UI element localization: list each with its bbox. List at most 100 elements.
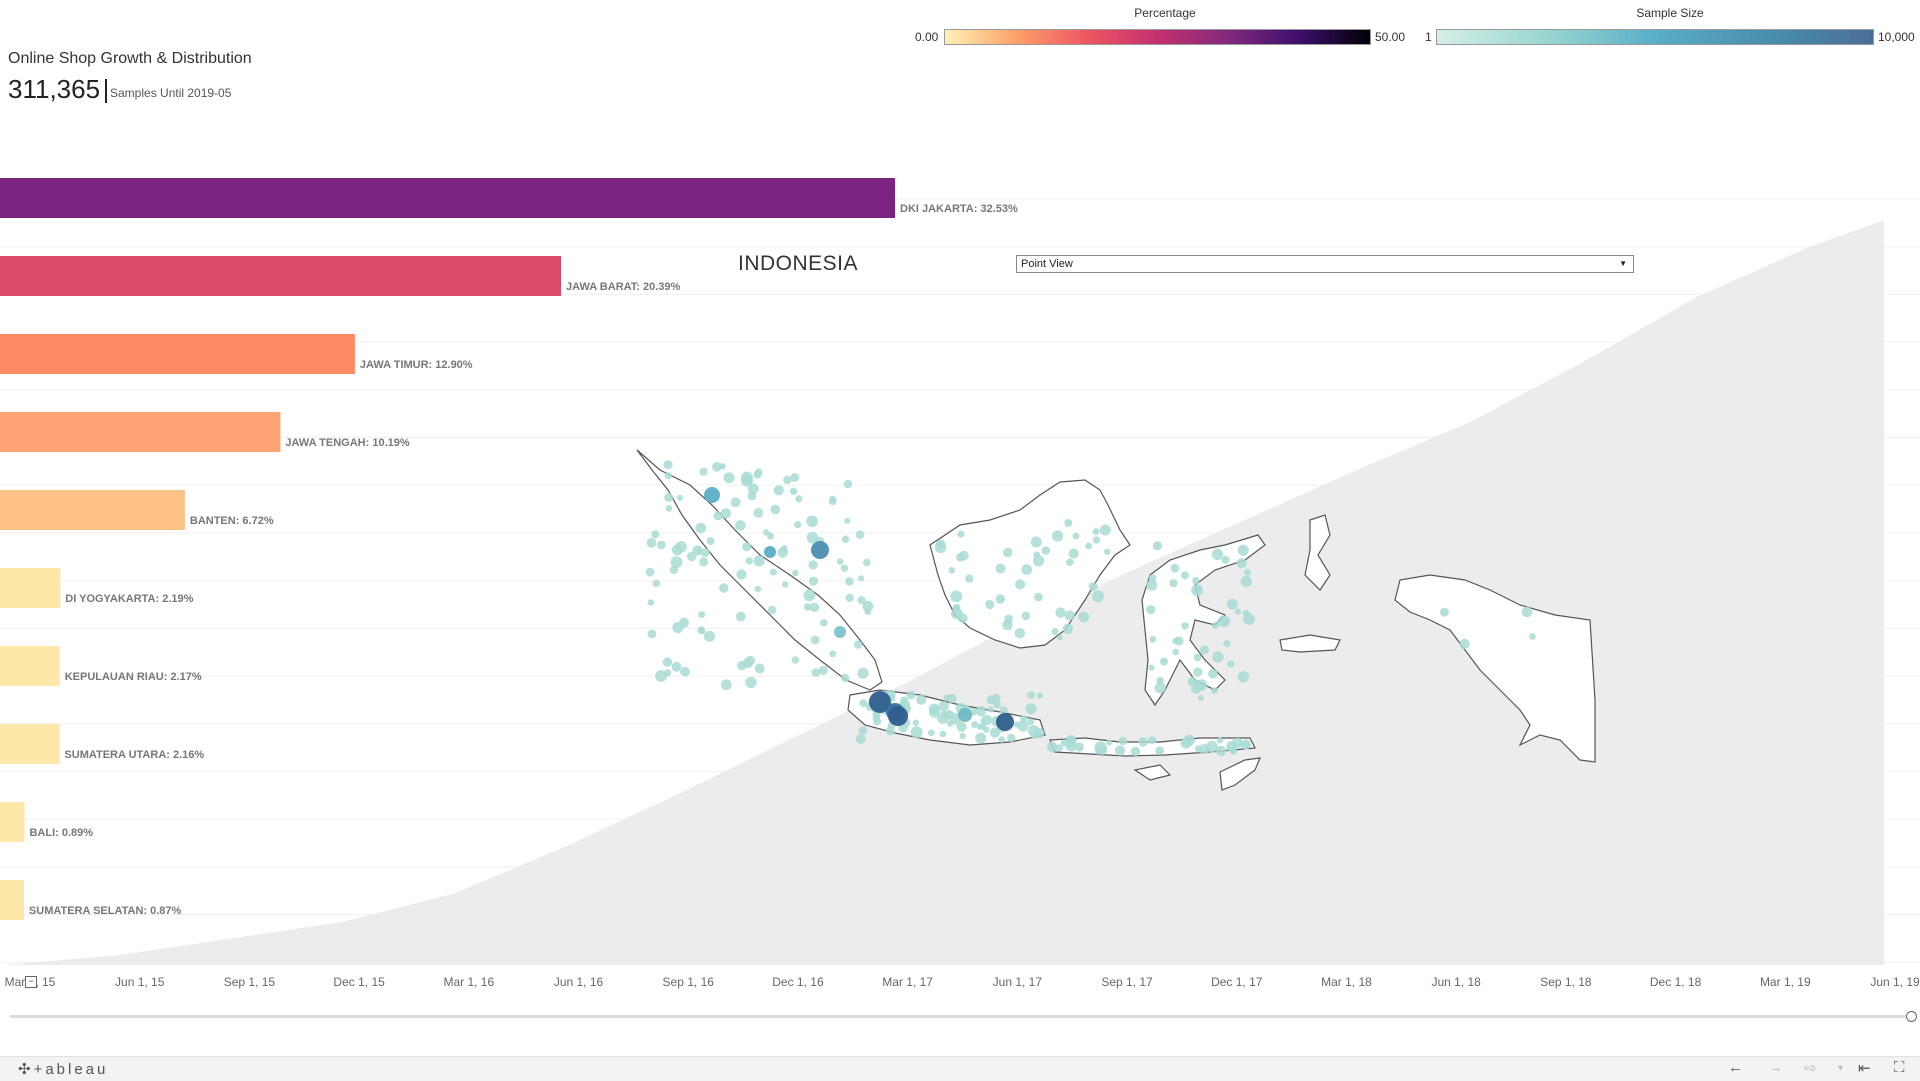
sample-point-large	[834, 626, 846, 638]
sample-point	[844, 517, 851, 524]
sample-point	[1072, 532, 1080, 540]
sample-point	[703, 630, 716, 642]
sample-point	[783, 475, 792, 485]
undo-icon[interactable]: ←	[1728, 1059, 1743, 1076]
sample-point	[820, 619, 828, 627]
sample-point	[697, 626, 706, 635]
sample-point	[975, 732, 987, 744]
sample-point	[780, 545, 788, 552]
view-select-value: Point View	[1021, 258, 1073, 270]
sample-point	[1027, 691, 1035, 699]
sample-point	[836, 558, 844, 565]
sample-point	[900, 699, 908, 706]
x-tick-label: Jun 1, 16	[554, 975, 604, 989]
sample-point	[664, 472, 672, 480]
sample-point	[951, 607, 963, 620]
sample-point	[1521, 606, 1533, 618]
sample-point	[791, 656, 799, 664]
sample-point	[806, 515, 819, 528]
sample-point	[863, 558, 871, 567]
sample-point	[1025, 703, 1037, 715]
sample-point	[1118, 736, 1128, 746]
sample-point	[855, 530, 865, 539]
sample-point	[995, 563, 1006, 574]
island-outline	[636, 449, 883, 691]
sample-point	[843, 479, 853, 489]
sample-point	[1212, 651, 1224, 663]
sample-point	[1021, 611, 1031, 621]
sample-point	[976, 723, 983, 730]
sample-point	[747, 483, 759, 495]
sample-point	[943, 694, 951, 702]
sample-point	[1027, 718, 1035, 726]
sample-point	[845, 577, 854, 586]
sample-point	[735, 520, 746, 531]
sample-point	[1051, 530, 1064, 542]
sample-point	[873, 717, 882, 726]
x-tick-label: Dec 1, 16	[772, 975, 824, 989]
sample-point	[1194, 745, 1203, 753]
island-outline	[1304, 514, 1331, 591]
sample-point	[929, 706, 940, 718]
island-outline	[1279, 634, 1341, 653]
fullscreen-icon[interactable]: ⛶	[1894, 1059, 1905, 1076]
sample-point	[995, 594, 1005, 604]
sample-point-large	[869, 691, 891, 713]
sample-point	[992, 700, 1001, 709]
sample-point	[1160, 657, 1168, 666]
x-tick-label: Dec 1, 17	[1211, 975, 1263, 989]
sample-point	[1187, 676, 1198, 687]
sample-point	[1192, 576, 1200, 585]
sample-point	[680, 666, 690, 677]
sample-point-large	[811, 541, 829, 559]
reset-icon[interactable]: ⇤	[1858, 1060, 1871, 1077]
view-select[interactable]: Point View ▼	[1016, 255, 1634, 273]
sample-point	[864, 608, 872, 615]
time-slider-track[interactable]	[10, 1015, 1910, 1018]
sample-point	[1007, 733, 1016, 743]
sample-point	[1237, 671, 1250, 683]
sample-point	[1180, 737, 1192, 749]
sample-point	[975, 705, 987, 717]
sample-point	[1227, 660, 1235, 668]
total-samples: 311,365	[8, 74, 101, 104]
bar	[0, 178, 895, 218]
sample-point	[1114, 745, 1126, 756]
legend-percentage-title: Percentage	[1134, 6, 1196, 20]
sample-points	[645, 460, 1536, 757]
sample-point	[857, 596, 866, 605]
x-tick-label: Jun 1, 19	[1870, 975, 1920, 989]
bar	[0, 334, 355, 374]
revert-dropdown-icon[interactable]: ▾	[1838, 1063, 1844, 1074]
x-tick-label: Sep 1, 18	[1540, 975, 1592, 989]
sample-point	[706, 537, 715, 546]
x-tick-label: Sep 1, 16	[663, 975, 715, 989]
sample-point	[965, 574, 974, 583]
revert-icon[interactable]: ⇨	[1804, 1060, 1817, 1077]
sample-point	[730, 497, 741, 508]
sample-point	[647, 599, 655, 606]
sample-point	[1228, 746, 1235, 753]
collapse-icon[interactable]: −	[25, 976, 37, 988]
sample-point	[1148, 736, 1156, 745]
island-outline	[1141, 534, 1266, 707]
sample-point	[766, 532, 774, 540]
sample-point	[1014, 628, 1026, 639]
sample-point	[670, 556, 683, 569]
sample-point	[712, 462, 722, 472]
sample-point	[1236, 558, 1247, 569]
sample-point	[810, 635, 820, 645]
sample-point	[948, 567, 955, 574]
bar	[0, 724, 60, 764]
sample-point	[1021, 564, 1033, 575]
sample-point	[829, 650, 837, 658]
time-slider-handle[interactable]	[1906, 1011, 1917, 1022]
sample-point	[720, 679, 732, 691]
sample-point	[789, 487, 798, 495]
sample-point	[862, 600, 874, 612]
redo-icon[interactable]: →	[1768, 1059, 1783, 1076]
footer-bar: ✣+ableau ← → ⇨ ▾ ⇤ ⛶	[0, 1056, 1920, 1081]
sample-point	[957, 530, 965, 538]
sample-point	[1046, 741, 1058, 753]
